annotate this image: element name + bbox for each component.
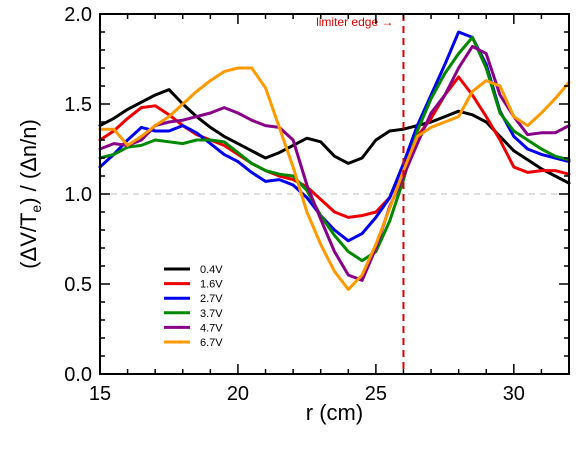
series-line-4.7V [98,44,571,282]
legend: 0.4V 1.6V 2.7V 3.7V 4.7V 6.7V [164,264,223,349]
x-tick-label: 15 [89,383,111,405]
legend-label-1.6V: 1.6V [200,279,223,291]
axis-ticks-group [99,13,570,375]
y-axis-title-part: ) / (Δn/n) [16,119,41,205]
legend-label-2.7V: 2.7V [200,293,223,305]
legend-label-3.7V: 3.7V [200,308,223,320]
y-tick-label: 0.5 [64,274,92,296]
series-group [98,30,571,291]
y-axis-title-part: (ΔV/T [16,213,41,269]
legend-label-6.7V: 6.7V [200,337,223,349]
tick-labels-group: 15 20 25 30 0.0 0.5 1.0 1.5 2.0 [64,4,525,405]
x-tick-label: 20 [227,383,249,405]
series-line-6.7V [98,66,571,291]
y-tick-label: 2.0 [64,4,92,26]
limiter-edge-label: limiter edge → [316,15,393,29]
y-tick-label: 0.0 [64,364,92,386]
x-tick-label: 30 [503,383,525,405]
legend-label-4.7V: 4.7V [200,322,223,334]
x-tick-label: 25 [365,383,387,405]
legend-label-0.4V: 0.4V [200,264,223,276]
y-axis-title: (ΔV/Te) / (Δn/n) [16,119,44,269]
y-tick-label: 1.5 [64,94,92,116]
y-tick-label: 1.0 [64,184,92,206]
y-axis-title-subscript: e [28,205,44,213]
limiter-group: limiter edge → [316,14,405,374]
x-axis-title: r (cm) [306,400,363,425]
